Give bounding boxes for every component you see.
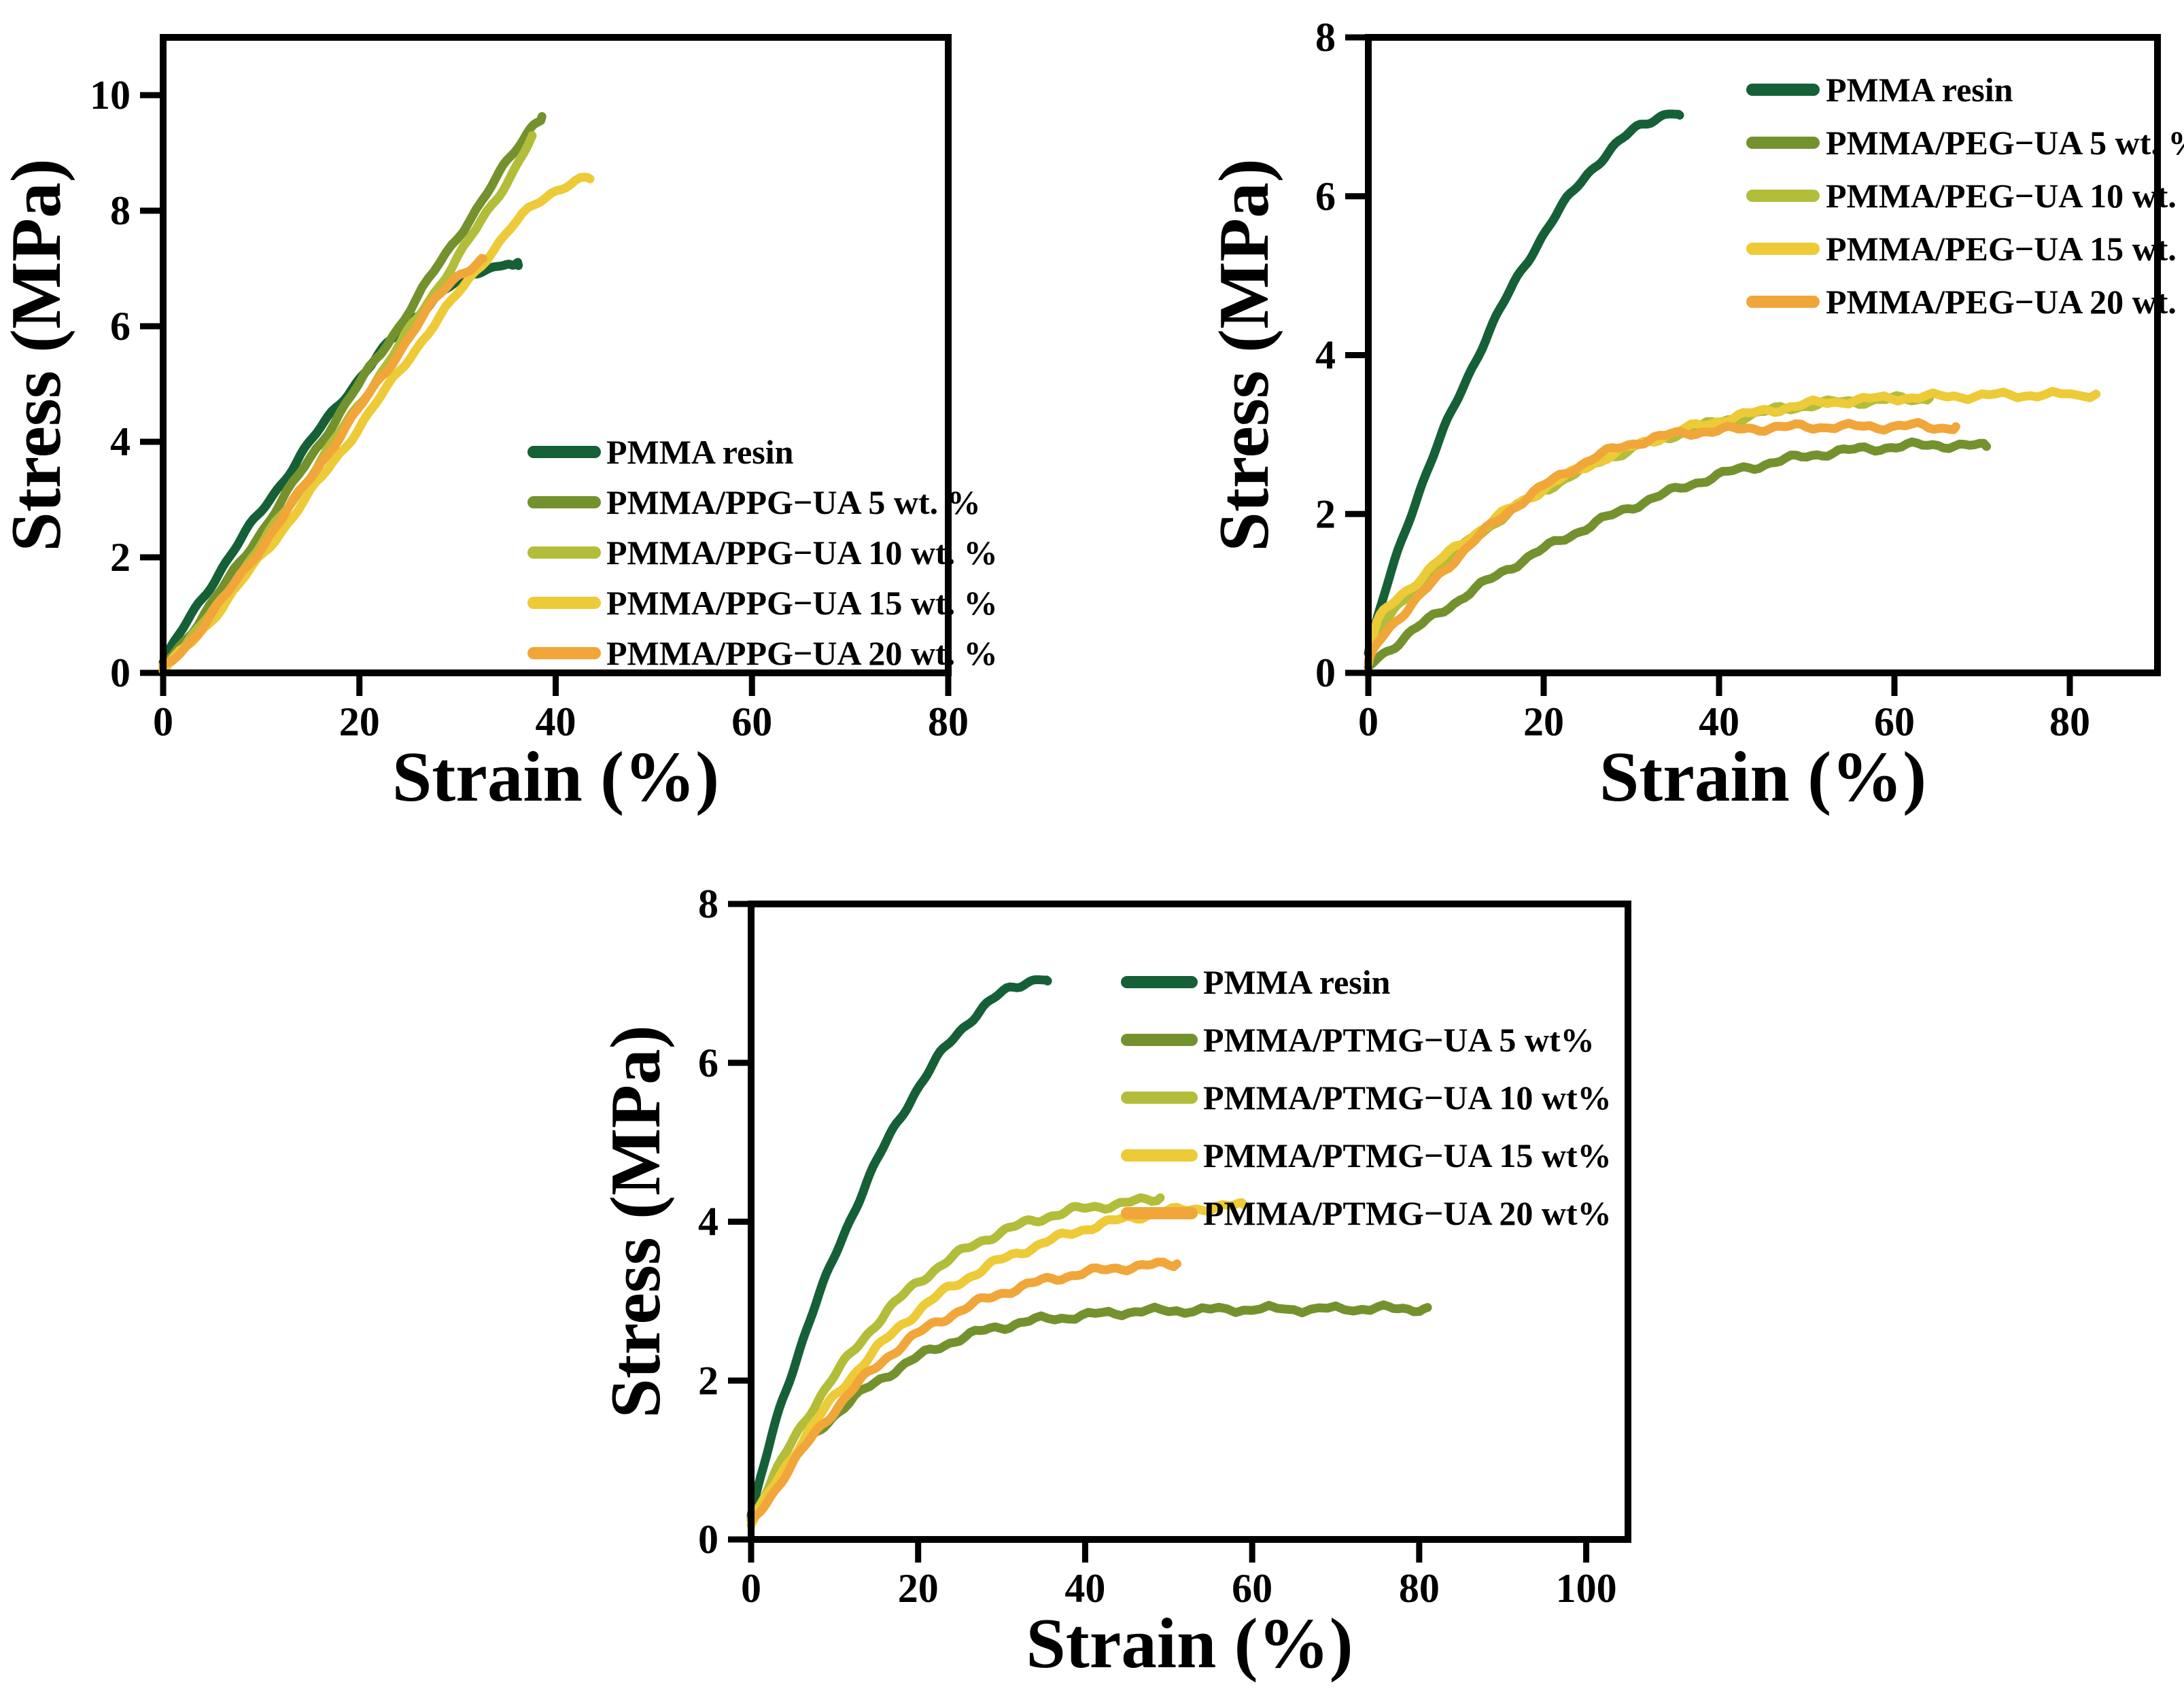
legend-label-pmma-ptmg-ua-20-wt: PMMA/PTMG−UA 20 wt% <box>1203 1194 1612 1232</box>
legend-label-pmma-ptmg-ua-5-wt: PMMA/PTMG−UA 5 wt% <box>1203 1021 1595 1059</box>
series-curve-pmma-peg-ua-15-wt <box>1364 387 2101 667</box>
y-tick-label: 8 <box>1315 15 1336 60</box>
series-curve-pmma-peg-ua-20-wt <box>1364 418 1960 666</box>
y-axis-title: Stress (MPa) <box>1204 158 1283 551</box>
legend-label-pmma-ptmg-ua-15-wt: PMMA/PTMG−UA 15 wt% <box>1203 1136 1612 1174</box>
legend-label-pmma-peg-ua-5-wt: PMMA/PEG−UA 5 wt. % <box>1826 124 2184 162</box>
y-tick-label: 6 <box>110 304 131 349</box>
x-tick-label: 0 <box>153 699 173 744</box>
chart-pmma-peg-ua: 0 20 40 60 80 0 2 4 6 8 Strain (%) Stress (MPa) PMMA… <box>1204 15 2184 816</box>
y-tick-label: 2 <box>698 1358 718 1403</box>
x-tick-label: 20 <box>339 699 380 744</box>
legend-label-pmma-ppg-ua-15-wt: PMMA/PPG−UA 15 wt. % <box>606 584 998 622</box>
chart-pmma-ptmg-ua: 0 20 40 60 80 100 0 2 4 6 8 Strain (%) Stress (MPa) P… <box>595 882 1631 1683</box>
series-curve-pmma-ptmg-ua-15-wt <box>746 1198 1249 1530</box>
x-tick-label: 40 <box>1064 1566 1105 1611</box>
x-tick-label: 100 <box>1556 1566 1617 1611</box>
x-tick-label: 0 <box>741 1566 761 1611</box>
x-tick-label: 60 <box>1232 1566 1272 1611</box>
x-axis-title: Strain (%) <box>392 737 719 816</box>
series-curve-pmma-ppg-ua-5-wt <box>158 111 547 670</box>
legend-label-pmma-ppg-ua-5-wt: PMMA/PPG−UA 5 wt. % <box>606 483 981 521</box>
plot-frame <box>748 901 1631 1543</box>
legend-label-pmma-ppg-ua-10-wt: PMMA/PPG−UA 10 wt. % <box>606 534 998 572</box>
y-tick-label: 6 <box>1315 174 1336 219</box>
legend-label-pmma-ppg-ua-20-wt: PMMA/PPG−UA 20 wt. % <box>606 634 998 672</box>
y-tick-label: 2 <box>110 535 131 580</box>
y-axis-title: Stress (MPa) <box>595 1025 675 1418</box>
series-curve-pmma-ptmg-ua-20-wt <box>746 1257 1182 1524</box>
y-tick-label: 10 <box>90 73 131 118</box>
x-tick-label: 20 <box>898 1566 939 1611</box>
y-tick-label: 4 <box>698 1200 718 1244</box>
legend-label-pmma-peg-ua-20-wt: PMMA/PEG−UA 20 wt. % <box>1826 283 2184 321</box>
x-axis-title: Strain (%) <box>1599 737 1926 816</box>
x-tick-label: 80 <box>1399 1566 1440 1611</box>
y-tick-label: 2 <box>1315 491 1336 536</box>
series-curve-pmma-resin <box>746 975 1052 1520</box>
series-curve-pmma-ptmg-ua-5-wt <box>746 1300 1432 1523</box>
plot-frame <box>160 34 952 676</box>
y-axis-title: Stress (MPa) <box>0 158 75 551</box>
y-tick-label: 8 <box>110 188 131 233</box>
legend-label-pmma-resin: PMMA resin <box>1203 963 1391 1001</box>
legend-label-pmma-resin: PMMA resin <box>606 433 794 471</box>
x-tick-label: 80 <box>2049 699 2090 744</box>
y-tick-label: 8 <box>698 882 718 926</box>
series-curve-pmma-ptmg-ua-10-wt <box>746 1193 1165 1525</box>
chart-pmma-ppg-ua: 0 20 40 60 80 0 2 4 6 8 10 Strain (%) Stress (MPa) PM… <box>0 34 998 816</box>
series-curve-pmma-ppg-ua-20-wt <box>158 254 488 670</box>
y-tick-label: 4 <box>110 419 131 464</box>
x-tick-label: 40 <box>1699 699 1739 744</box>
y-tick-label: 0 <box>1315 650 1336 695</box>
x-tick-label: 60 <box>1874 699 1915 744</box>
plot-frame <box>1365 34 2161 676</box>
legend-label-pmma-peg-ua-15-wt: PMMA/PEG−UA 15 wt. % <box>1826 230 2184 268</box>
y-tick-label: 4 <box>1315 333 1336 378</box>
y-tick-label: 0 <box>110 650 131 695</box>
x-tick-label: 60 <box>731 699 772 744</box>
legend-label-pmma-ptmg-ua-10-wt: PMMA/PTMG−UA 10 wt% <box>1203 1079 1612 1117</box>
x-axis-title: Strain (%) <box>1026 1603 1353 1683</box>
x-tick-label: 0 <box>1358 699 1379 744</box>
x-tick-label: 20 <box>1523 699 1564 744</box>
x-tick-label: 80 <box>928 699 969 744</box>
series-curve-pmma-peg-ua-5-wt <box>1364 437 1991 672</box>
y-tick-label: 0 <box>698 1517 718 1562</box>
legend-label-pmma-peg-ua-10-wt: PMMA/PEG−UA 10 wt. % <box>1826 177 2184 215</box>
series-curve-pmma-resin <box>1364 109 1684 658</box>
x-tick-label: 40 <box>536 699 576 744</box>
y-tick-label: 6 <box>698 1041 718 1085</box>
legend-label-pmma-resin: PMMA resin <box>1826 71 2013 109</box>
